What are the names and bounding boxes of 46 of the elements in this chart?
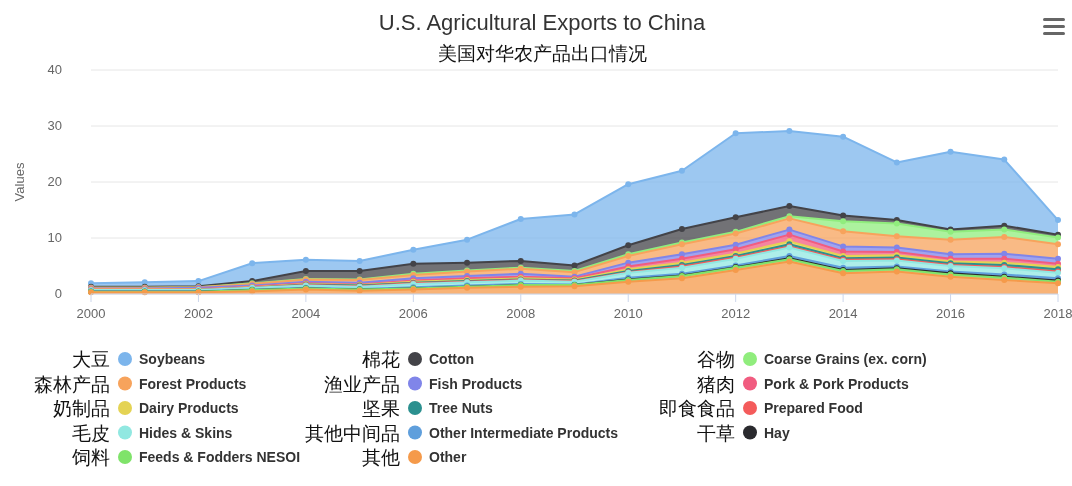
- y-tick-label: 0: [54, 286, 62, 301]
- y-tick-label: 10: [47, 230, 62, 245]
- legend-label: Pork & Pork Products: [764, 375, 909, 392]
- text: 坚果: [362, 398, 400, 419]
- text: 毛皮: [72, 422, 110, 444]
- legend-label: Hides & Skins: [139, 424, 233, 441]
- x-tick-label: 2016: [936, 306, 966, 321]
- y-tick-label: 20: [47, 174, 62, 189]
- text: 干草: [697, 422, 735, 444]
- x-tick-label: 2000: [76, 306, 106, 321]
- legend-label: Prepared Food: [764, 400, 863, 416]
- legend-label: Coarse Grains (ex. corn): [764, 351, 927, 367]
- legend-label: Fish Products: [429, 375, 523, 392]
- legend-label: Other: [429, 449, 467, 465]
- x-tick-label: 2004: [291, 306, 321, 321]
- legend-label: Other Intermediate Products: [429, 424, 619, 441]
- text: 猪肉: [697, 373, 735, 395]
- x-tick-label: 2008: [506, 306, 536, 321]
- y-tick-label: 30: [47, 118, 62, 133]
- text: 其他: [362, 447, 400, 468]
- y-tick-label: 40: [47, 62, 62, 77]
- x-tick-label: 2006: [398, 306, 428, 321]
- legend-label: Feeds & Fodders NESOI: [139, 449, 301, 465]
- text: 谷物: [697, 349, 735, 370]
- x-tick-label: 2018: [1043, 306, 1072, 321]
- x-tick-label: 2002: [183, 306, 213, 321]
- x-tick-label: 2014: [828, 306, 858, 321]
- legend-label: Forest Products: [139, 375, 247, 392]
- legend-label: Soybeans: [139, 351, 206, 367]
- text: 渔业产品: [324, 373, 400, 395]
- legend-label: Cotton: [429, 351, 475, 367]
- legend-label: Tree Nuts: [429, 400, 494, 416]
- legend-label: Dairy Products: [139, 400, 239, 416]
- chart-subtitle: 美国对华农产品出口情况: [437, 43, 647, 64]
- y-axis-title: Values: [12, 162, 27, 202]
- x-tick-label: 2012: [721, 306, 751, 321]
- legend-label: Hay: [764, 424, 790, 441]
- text: 森林产品: [34, 373, 110, 395]
- text: 大豆: [72, 349, 110, 370]
- text: 其他中间品: [305, 422, 400, 444]
- text: 即食食品: [659, 398, 735, 419]
- text: 棉花: [362, 349, 400, 370]
- chart-title: U.S. Agricultural Exports to China: [378, 10, 706, 35]
- x-tick-label: 2010: [613, 306, 643, 321]
- text: 饲料: [71, 447, 110, 468]
- text: 奶制品: [53, 398, 110, 419]
